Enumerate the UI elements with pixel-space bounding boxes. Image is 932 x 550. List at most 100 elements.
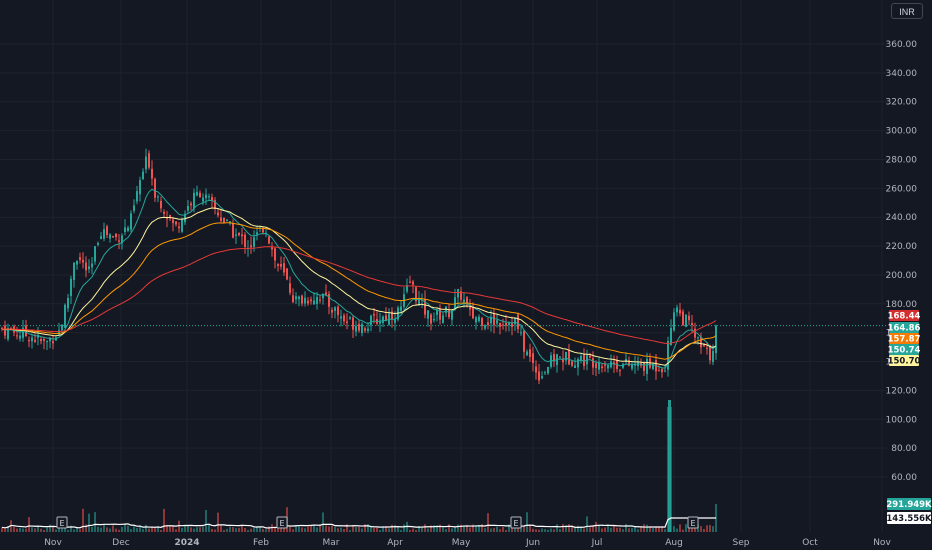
candle-body xyxy=(211,197,213,201)
candle-body xyxy=(325,292,327,295)
volume-bar xyxy=(82,508,84,532)
volume-bar xyxy=(211,528,213,532)
volume-bar xyxy=(337,528,339,532)
volume-bar xyxy=(190,527,192,532)
volume-bar xyxy=(655,526,657,532)
candle-body xyxy=(145,156,147,170)
volume-badge: 143.556K xyxy=(886,512,932,524)
candle-body xyxy=(160,200,162,209)
candle-body xyxy=(46,341,48,343)
volume-bar xyxy=(136,527,138,532)
candle-body xyxy=(148,153,150,168)
volume-bar xyxy=(130,529,132,532)
ma-slow-line xyxy=(1,222,717,360)
volume-bar xyxy=(589,527,591,532)
volume-bar xyxy=(577,525,579,532)
candle-body xyxy=(547,366,549,374)
price-tick-label: 60.00 xyxy=(891,473,917,483)
volume-bar xyxy=(106,527,108,532)
candle-body xyxy=(427,310,429,319)
earnings-marker[interactable]: E xyxy=(510,516,522,529)
volume-bar xyxy=(112,525,114,532)
candle-body xyxy=(313,300,315,305)
candle-body xyxy=(409,281,411,283)
volume-bar xyxy=(496,526,498,532)
volume-bar xyxy=(532,528,534,532)
price-tick-label: 240.00 xyxy=(886,213,918,223)
candle-body xyxy=(661,368,663,373)
price-axis[interactable]: 360.00 340.00 320.00 300.00 280.00 260.00 240.… xyxy=(886,40,918,483)
volume-bar xyxy=(568,524,570,532)
volume-bar xyxy=(613,525,615,532)
volume-bar xyxy=(610,527,612,532)
candle-body xyxy=(88,266,90,270)
volume-bar xyxy=(490,528,492,532)
candle-body xyxy=(271,247,273,250)
candle-body xyxy=(631,364,633,369)
volume-bar xyxy=(172,526,174,532)
volume-bar xyxy=(592,525,594,532)
volume-bar xyxy=(484,528,486,532)
ma-long-line xyxy=(1,246,717,344)
volume-bar xyxy=(232,527,234,532)
candle-body xyxy=(157,196,159,198)
candle-body xyxy=(652,363,654,369)
volume-bar xyxy=(265,529,267,532)
candle-body xyxy=(352,317,354,330)
time-axis[interactable]: Nov Dec 2024 Feb Mar Apr May Jun Jul Aug Sep Oct Nov xyxy=(44,538,891,548)
candle-body xyxy=(49,338,51,342)
candle-body xyxy=(562,358,564,363)
volume-bar xyxy=(460,524,462,532)
earnings-marker[interactable]: E xyxy=(56,516,68,529)
volume-bar xyxy=(424,524,426,532)
candle-body xyxy=(214,200,216,209)
volume-bar xyxy=(361,528,363,532)
volume-bar xyxy=(604,527,606,532)
candle-body xyxy=(379,320,381,324)
candle-body xyxy=(394,319,396,323)
earnings-marker[interactable]: E xyxy=(687,516,699,529)
candle-body xyxy=(76,260,78,265)
candle-body xyxy=(367,328,369,331)
currency-button[interactable]: INR xyxy=(891,3,923,19)
volume-bar xyxy=(214,529,216,532)
price-badge: 157.87 xyxy=(888,333,920,345)
candle-body xyxy=(583,354,585,366)
candle-body xyxy=(538,371,540,381)
volume-bar xyxy=(400,529,402,532)
volume-bar xyxy=(541,528,543,532)
price-badge: 164.86 xyxy=(888,322,920,334)
volume-bar xyxy=(328,526,330,532)
volume-bar xyxy=(649,526,651,532)
volume-bar xyxy=(157,526,159,532)
volume-bar xyxy=(274,526,276,532)
svg-text:E: E xyxy=(690,519,695,528)
volume-bar xyxy=(187,525,189,532)
candle-body xyxy=(70,278,72,296)
volume-bar xyxy=(412,528,414,532)
time-tick-label: Mar xyxy=(323,538,340,548)
volume-bar xyxy=(85,524,87,532)
volume-bar xyxy=(709,525,711,532)
candle-body xyxy=(103,229,105,239)
volume-bar xyxy=(25,528,27,532)
candle-body xyxy=(283,263,285,273)
candle-body xyxy=(466,297,468,305)
volume-bar xyxy=(367,524,369,532)
volume-bar xyxy=(229,526,231,532)
volume-bar xyxy=(151,526,153,532)
candle-body xyxy=(517,314,519,330)
candle-body xyxy=(250,245,252,248)
earnings-marker[interactable]: E xyxy=(276,516,288,529)
volume-bar xyxy=(583,528,585,532)
candle-body xyxy=(349,317,351,319)
volume-bar xyxy=(58,527,60,532)
volume-bar xyxy=(316,527,318,532)
volume-bar xyxy=(514,527,516,532)
candle-body xyxy=(292,295,294,303)
volume-bar xyxy=(343,528,345,532)
candle-body xyxy=(277,264,279,266)
candle-body xyxy=(451,310,453,320)
volume-bar xyxy=(166,524,168,532)
